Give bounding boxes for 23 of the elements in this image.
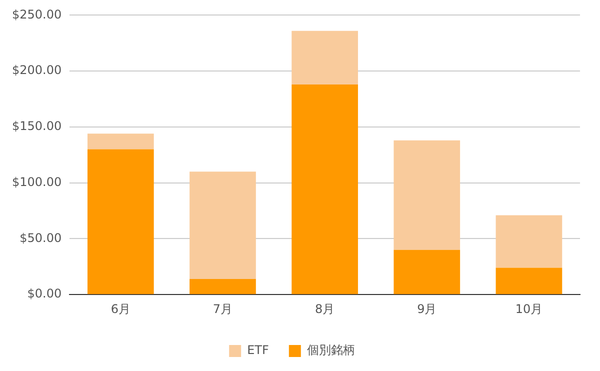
x-tick-label: 9月 <box>417 302 437 316</box>
bar <box>190 172 256 279</box>
bar <box>87 134 154 150</box>
x-tick-label: 8月 <box>314 302 335 316</box>
y-tick-label: $200.00 <box>12 63 62 78</box>
bar <box>394 250 460 294</box>
bar <box>292 30 358 84</box>
bar <box>496 215 562 268</box>
bar <box>292 84 358 294</box>
x-tick-label: 7月 <box>212 302 233 316</box>
legend-label: ETF <box>247 343 270 358</box>
y-tick-label: $150.00 <box>12 119 62 134</box>
legend-label: 個別銘柄 <box>306 343 355 358</box>
bar <box>190 278 256 294</box>
x-tick-label: 10月 <box>515 302 543 316</box>
bar <box>496 268 562 294</box>
y-tick-label: $250.00 <box>12 7 62 22</box>
x-tick-label: 6月 <box>110 302 130 316</box>
y-tick-label: $100.00 <box>12 174 62 189</box>
y-tick-label: $50.00 <box>20 230 62 245</box>
y-tick-label: $0.00 <box>27 286 62 301</box>
bar <box>394 140 460 250</box>
bar <box>87 149 154 294</box>
